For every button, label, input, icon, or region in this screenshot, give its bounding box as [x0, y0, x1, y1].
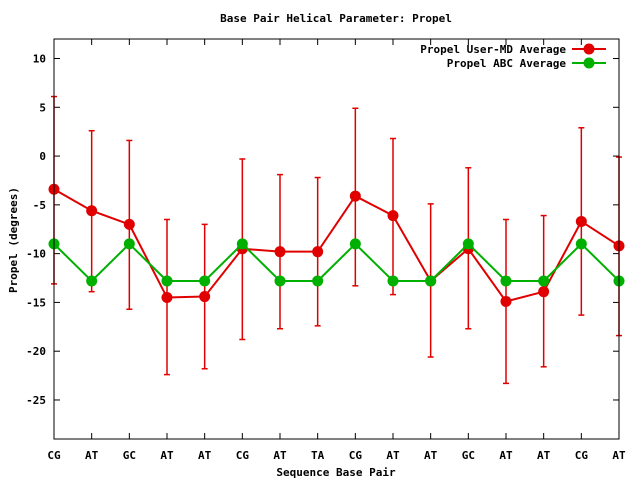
x-tick-label: AT	[198, 449, 212, 462]
data-point	[123, 238, 135, 250]
x-tick-label: CG	[47, 449, 61, 462]
data-point	[236, 238, 248, 250]
data-point	[500, 275, 512, 287]
series-line	[53, 242, 620, 283]
y-tick-label: -10	[26, 248, 46, 261]
x-axis-label: Sequence Base Pair	[276, 466, 396, 479]
series-group	[48, 95, 625, 385]
data-point	[387, 275, 399, 287]
series-line	[53, 188, 620, 303]
data-point	[462, 238, 474, 250]
x-axis-ticks: CG AT GC AT AT CG AT TA CG AT AT GC AT AT CG AT	[47, 39, 626, 462]
x-tick-label: AT	[85, 449, 99, 462]
series-group	[48, 238, 625, 287]
x-tick-label: GC	[462, 449, 475, 462]
x-tick-label: AT	[386, 449, 400, 462]
legend-label: Propel User-MD Average	[420, 43, 566, 56]
data-point	[349, 238, 361, 250]
data-point	[575, 215, 587, 227]
x-tick-label: TA	[311, 449, 325, 462]
x-tick-label: AT	[612, 449, 626, 462]
data-point	[274, 246, 286, 258]
y-tick-label: 5	[39, 101, 46, 114]
y-axis-ticks: 10 5 0 -5 -10 -15 -20 -25	[26, 53, 619, 407]
data-point	[312, 275, 324, 287]
y-tick-label: -20	[26, 345, 46, 358]
data-point	[500, 295, 512, 307]
data-point	[199, 291, 211, 303]
y-axis-label: Propel (degrees)	[7, 187, 20, 293]
x-tick-label: AT	[273, 449, 287, 462]
data-point	[123, 218, 135, 230]
data-point	[575, 238, 587, 250]
y-tick-label: 0	[39, 150, 46, 163]
data-point	[274, 275, 286, 287]
chart-title: Base Pair Helical Parameter: Propel	[220, 12, 452, 25]
x-tick-label: AT	[499, 449, 513, 462]
data-point	[161, 292, 173, 304]
legend-label: Propel ABC Average	[447, 57, 567, 70]
x-tick-label: CG	[575, 449, 589, 462]
data-point	[161, 275, 173, 287]
legend-marker	[583, 57, 595, 69]
data-point	[387, 210, 399, 222]
x-tick-label: AT	[160, 449, 174, 462]
x-tick-label: CG	[349, 449, 363, 462]
y-tick-label: -5	[33, 199, 46, 212]
y-tick-label: -15	[26, 296, 46, 309]
data-point	[312, 246, 324, 258]
x-tick-label: AT	[537, 449, 551, 462]
y-tick-label: -25	[26, 394, 46, 407]
data-point	[86, 205, 98, 217]
data-point	[199, 275, 211, 287]
series	[48, 95, 625, 385]
data-point	[349, 190, 361, 202]
y-tick-label: 10	[33, 53, 46, 66]
data-point	[538, 275, 550, 287]
data-point	[425, 275, 437, 287]
x-tick-label: CG	[236, 449, 250, 462]
x-tick-label: GC	[123, 449, 136, 462]
data-point	[86, 275, 98, 287]
data-point	[538, 286, 550, 298]
x-tick-label: AT	[424, 449, 438, 462]
plot-frame	[53, 38, 620, 440]
legend-marker	[583, 43, 595, 55]
